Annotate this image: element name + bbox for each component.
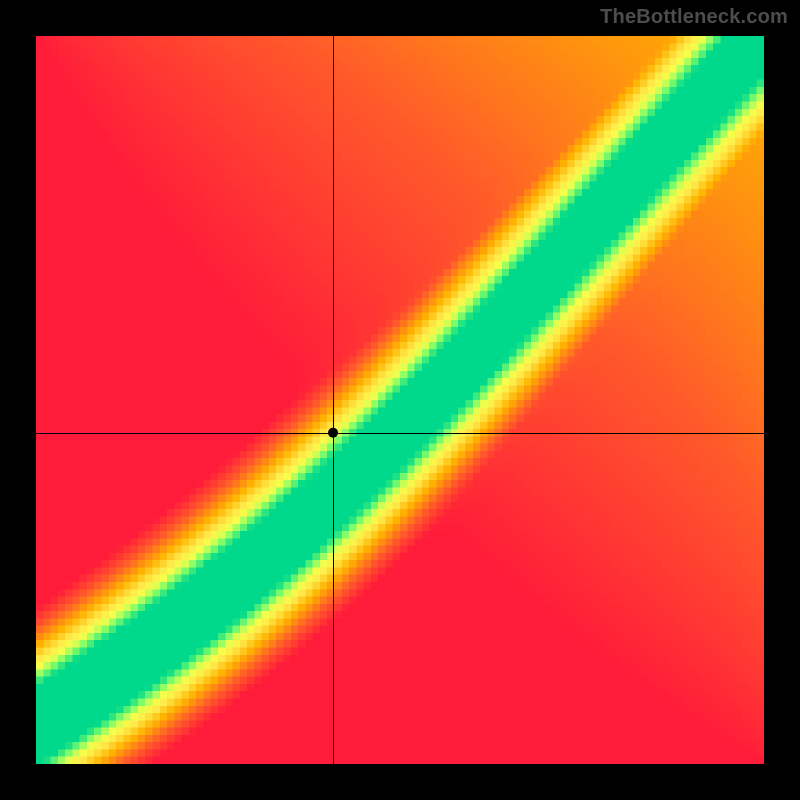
crosshair-overlay — [36, 36, 764, 764]
watermark-text: TheBottleneck.com — [600, 6, 788, 29]
chart-stage: TheBottleneck.com — [0, 0, 800, 800]
